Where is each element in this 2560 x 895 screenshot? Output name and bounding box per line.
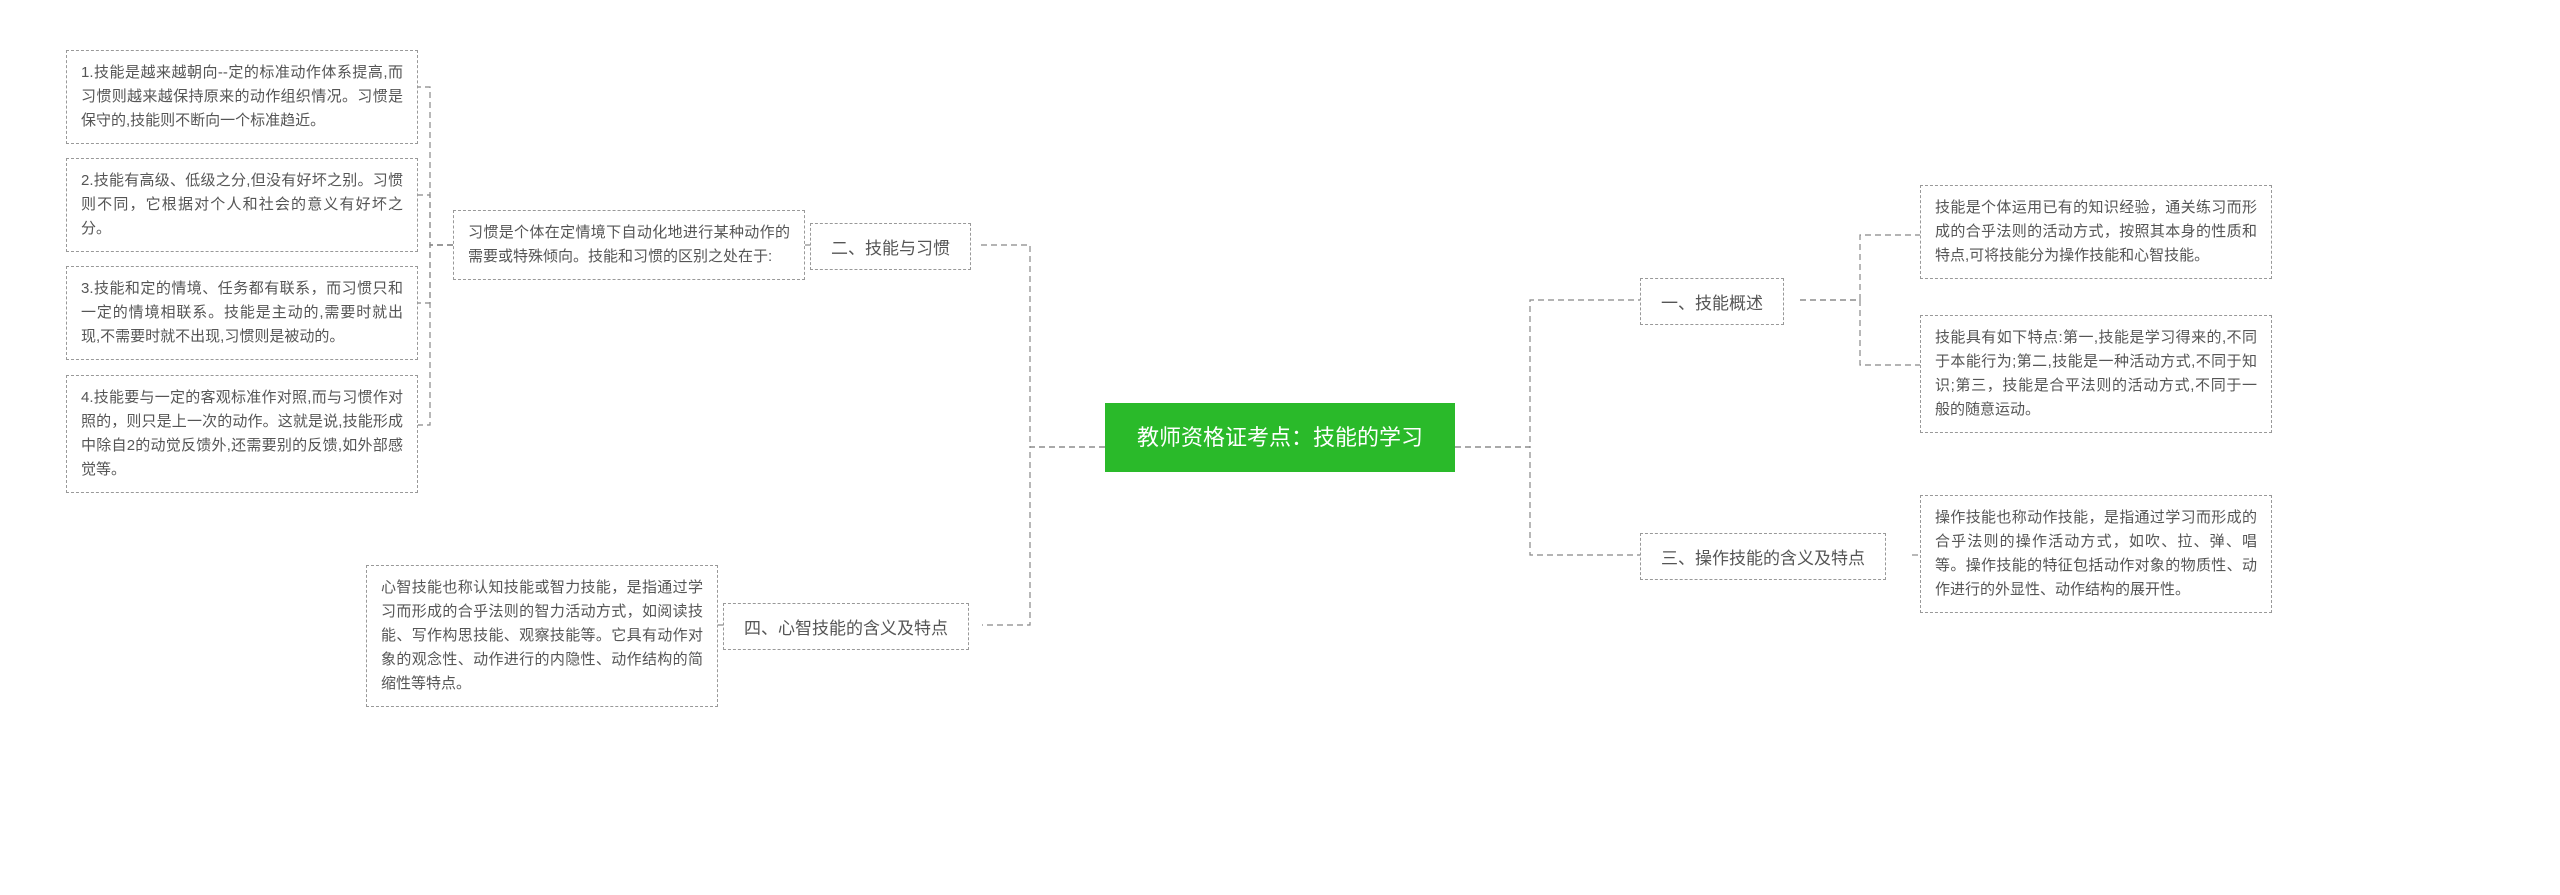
branch-operation-skill[interactable]: 三、操作技能的含义及特点 (1640, 533, 1886, 580)
leaf-skill-features[interactable]: 技能具有如下特点:第一,技能是学习得来的,不同于本能行为;第二,技能是一种活动方… (1920, 315, 2272, 433)
sub-habit-desc[interactable]: 习惯是个体在定情境下自动化地进行某种动作的需要或特殊倾向。技能和习惯的区别之处在… (453, 210, 805, 280)
leaf-operation-skill-def[interactable]: 操作技能也称动作技能，是指通过学习而形成的合乎法则的操作活动方式，如吹、拉、弹、… (1920, 495, 2272, 613)
leaf-habit-2[interactable]: 2.技能有高级、低级之分,但没有好坏之别。习惯则不同，它根据对个人和社会的意义有… (66, 158, 418, 252)
leaf-habit-4[interactable]: 4.技能要与一定的客观标准作对照,而与习惯作对照的，则只是上一次的动作。这就是说… (66, 375, 418, 493)
leaf-habit-3[interactable]: 3.技能和定的情境、任务都有联系，而习惯只和一定的情境相联系。技能是主动的,需要… (66, 266, 418, 360)
leaf-skill-def[interactable]: 技能是个体运用已有的知识经验，通关练习而形成的合乎法则的活动方式，按照其本身的性… (1920, 185, 2272, 279)
branch-skill-overview[interactable]: 一、技能概述 (1640, 278, 1784, 325)
branch-mental-skill[interactable]: 四、心智技能的含义及特点 (723, 603, 969, 650)
center-node[interactable]: 教师资格证考点：技能的学习 (1105, 403, 1455, 472)
leaf-habit-1[interactable]: 1.技能是越来越朝向--定的标准动作体系提高,而习惯则越来越保持原来的动作组织情… (66, 50, 418, 144)
leaf-mental-skill-def[interactable]: 心智技能也称认知技能或智力技能，是指通过学习而形成的合乎法则的智力活动方式，如阅… (366, 565, 718, 707)
branch-skill-habit[interactable]: 二、技能与习惯 (810, 223, 971, 270)
mindmap-canvas: 教师资格证考点：技能的学习 一、技能概述 技能是个体运用已有的知识经验，通关练习… (0, 0, 2560, 895)
